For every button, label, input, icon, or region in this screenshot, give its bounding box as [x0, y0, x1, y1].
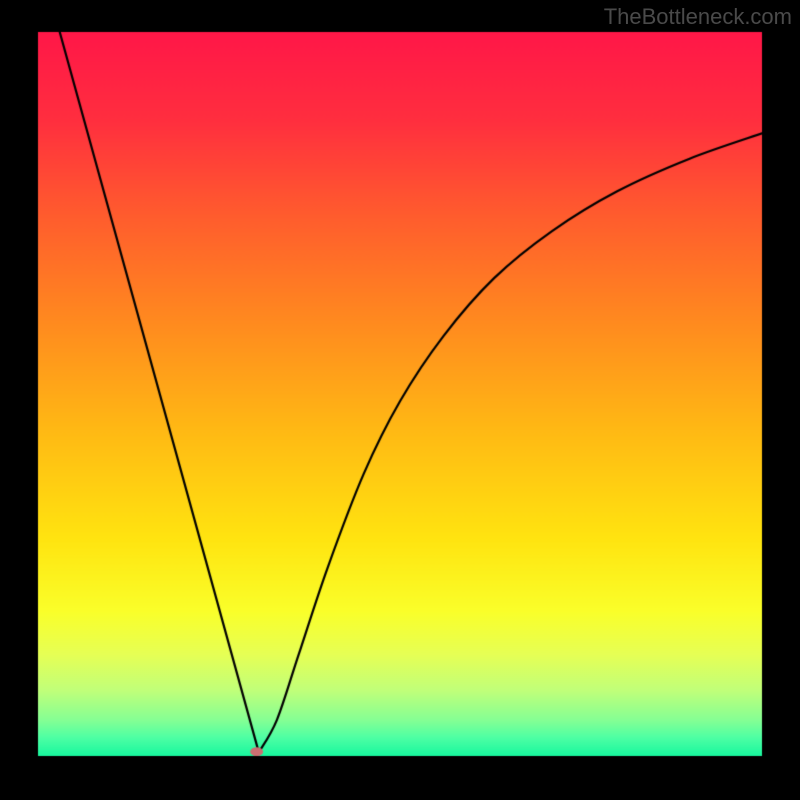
watermark-text: TheBottleneck.com — [604, 4, 792, 30]
bottleneck-chart-canvas — [0, 0, 800, 800]
chart-root: TheBottleneck.com — [0, 0, 800, 800]
